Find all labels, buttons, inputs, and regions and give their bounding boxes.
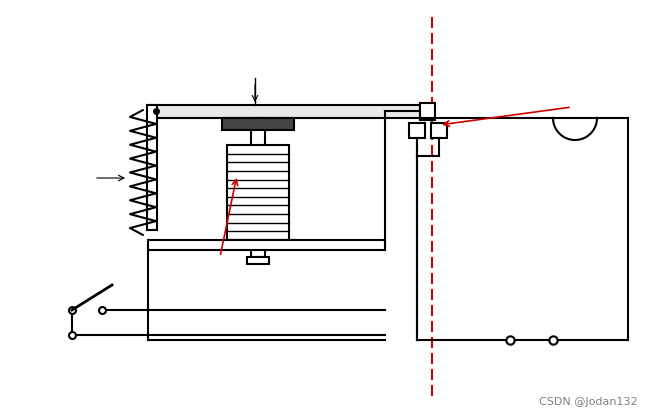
Bar [221, 240, 295, 249]
Bar [148, 240, 385, 250]
Bar [431, 123, 447, 138]
Bar [251, 249, 265, 257]
Bar [227, 145, 289, 240]
Bar [222, 118, 294, 130]
Bar [147, 105, 157, 230]
Bar [148, 105, 420, 118]
Bar [251, 118, 265, 237]
Bar [247, 257, 269, 264]
Text: CSDN @Jodan132: CSDN @Jodan132 [539, 397, 638, 407]
Bar [420, 103, 435, 120]
Bar [409, 123, 425, 138]
